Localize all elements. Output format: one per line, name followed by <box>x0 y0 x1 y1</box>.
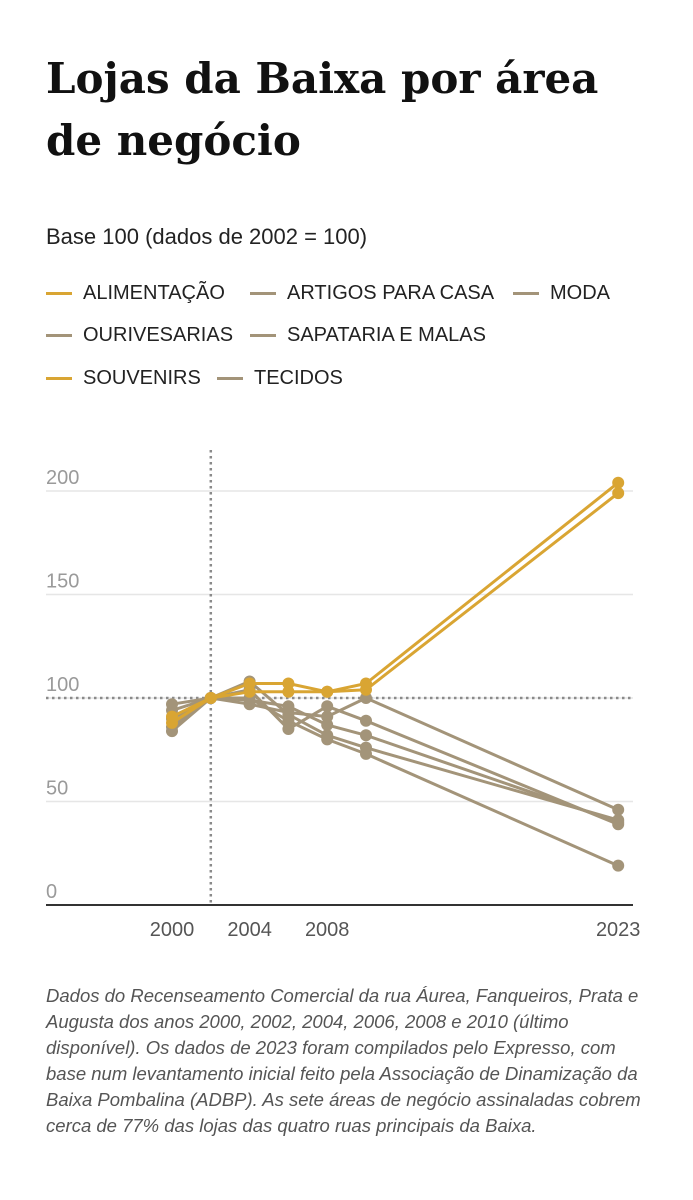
source-note: Dados do Recenseamento Comercial da rua … <box>46 985 641 1136</box>
data-point <box>321 733 334 746</box>
data-point <box>321 718 334 731</box>
legend-label: ARTIGOS PARA CASA <box>287 281 495 304</box>
legend-item-alimentacao: ALIMENTAÇÃO <box>46 278 225 308</box>
data-point <box>282 714 295 727</box>
x-tick-label: 2008 <box>305 919 350 941</box>
data-point <box>243 677 256 690</box>
legend-swatch <box>250 291 276 295</box>
legend-label: OURIVESARIAS <box>83 323 234 346</box>
data-point <box>204 692 217 704</box>
data-point <box>282 700 295 713</box>
data-point <box>282 685 295 698</box>
legend-item-ourivesarias: OURIVESARIAS <box>46 320 233 350</box>
data-point <box>166 710 178 723</box>
data-point <box>321 685 334 698</box>
series-line <box>171 491 620 725</box>
y-tick-label: 150 <box>46 571 79 593</box>
reference-lines <box>46 450 633 905</box>
legend-swatch <box>250 333 276 337</box>
data-point <box>612 816 625 829</box>
data-point <box>166 725 178 738</box>
x-tick-label: 2004 <box>227 919 272 941</box>
legend-swatch <box>217 376 243 380</box>
legend-label: MODA <box>550 281 610 304</box>
data-point <box>360 729 372 742</box>
y-tick-label: 100 <box>46 674 79 696</box>
data-point <box>282 677 295 690</box>
data-point <box>360 747 372 760</box>
series-line <box>171 696 619 824</box>
legend-label: TECIDOS <box>254 366 343 389</box>
legend-item-souvenirs: SOUVENIRS <box>46 363 201 393</box>
data-point <box>321 700 334 713</box>
data-point <box>360 677 372 690</box>
series-souvenirs <box>166 476 625 723</box>
series-line <box>171 696 619 868</box>
legend-item-sapataria-e-malas: SAPATARIA E MALAS <box>250 320 486 350</box>
data-point <box>243 685 256 698</box>
y-tick-label: 50 <box>46 778 68 800</box>
legend-item-tecidos: TECIDOS <box>217 363 343 393</box>
legend-label: SOUVENIRS <box>83 366 201 389</box>
data-point <box>321 710 334 723</box>
legend-label: SAPATARIA E MALAS <box>287 323 486 346</box>
data-point <box>612 859 625 872</box>
data-point <box>612 487 625 500</box>
y-tick-label: 0 <box>46 881 57 903</box>
series-line <box>171 696 619 812</box>
data-point <box>282 723 295 736</box>
legend-swatch <box>46 376 72 380</box>
data-point <box>612 803 625 816</box>
data-point <box>360 692 372 704</box>
series-lines <box>166 476 625 872</box>
legend-swatch <box>46 333 72 337</box>
y-tick-label: 200 <box>46 467 79 489</box>
series-line <box>171 481 620 718</box>
chart-subtitle: Base 100 (dados de 2002 = 100) <box>46 224 368 249</box>
line-chart: 0 50 100 150 200 2000 2004 2008 2023 <box>46 450 641 941</box>
legend-label: ALIMENTAÇÃO <box>83 281 225 304</box>
data-point <box>360 714 372 727</box>
grid-lines <box>46 490 633 803</box>
page-title: Lojas da Baixa por área de negócio <box>46 54 599 165</box>
x-tick-labels: 2000 2004 2008 2023 <box>150 919 641 941</box>
legend-item-moda: MODA <box>513 278 610 308</box>
y-tick-labels: 0 50 100 150 200 <box>46 467 79 903</box>
legend-swatch <box>46 291 72 295</box>
data-point <box>612 476 625 489</box>
x-tick-label: 2000 <box>150 919 195 941</box>
legend-item-artigos-para-casa: ARTIGOS PARA CASA <box>250 278 494 308</box>
x-tick-label: 2023 <box>596 919 641 941</box>
legend-swatch <box>513 291 539 295</box>
